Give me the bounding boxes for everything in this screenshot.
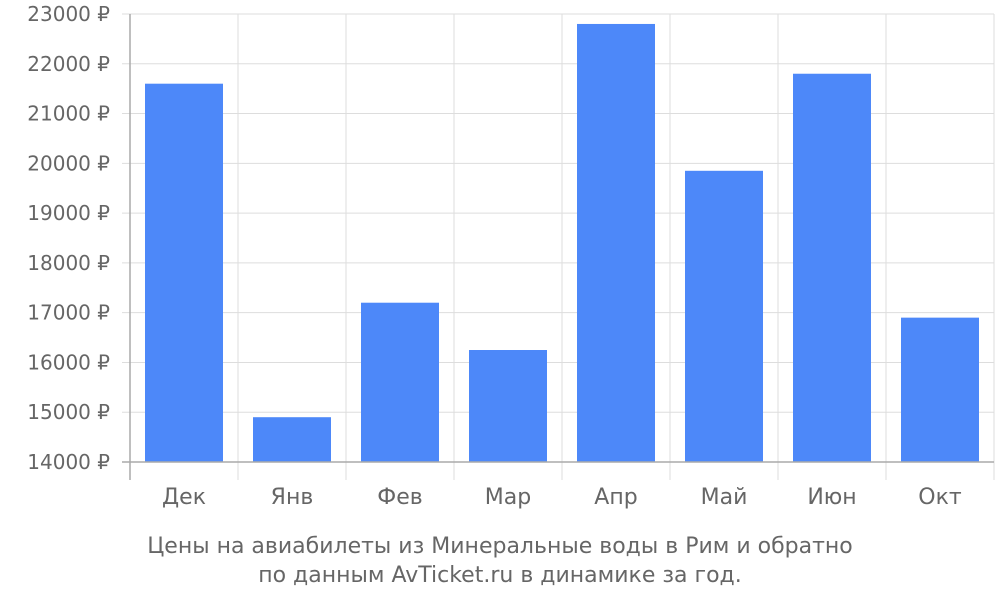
y-tick-label: 21000 ₽: [27, 102, 110, 126]
x-tick-label: Апр: [594, 485, 637, 510]
bar-3: [361, 302, 439, 462]
x-tick-label: Май: [701, 485, 748, 510]
y-tick-label: 14000 ₽: [27, 450, 110, 474]
bar-4: [469, 350, 547, 462]
bar-5: [577, 23, 655, 462]
x-tick-label: Мар: [485, 485, 531, 510]
tick-labels: 14000 ₽ 15000 ₽ 16000 ₽ 17000 ₽ 18000 ₽ 19000…: [27, 2, 962, 510]
bar-1: [145, 83, 223, 462]
bar-7: [793, 73, 871, 462]
x-tick-label: Окт: [918, 485, 962, 510]
y-tick-label: 20000 ₽: [27, 151, 110, 175]
caption-line-2: по данным AvTicket.ru в динамике за год.: [258, 563, 742, 588]
caption-line-1: Цены на авиабилеты из Минеральные воды в…: [147, 534, 853, 559]
bars: [145, 23, 979, 463]
grid-lines: [122, 13, 995, 480]
y-tick-label: 19000 ₽: [27, 201, 110, 225]
x-tick-label: Июн: [807, 485, 856, 510]
bar-8: [901, 317, 979, 462]
y-tick-label: 22000 ₽: [27, 52, 110, 76]
price-bar-chart: 14000 ₽ 15000 ₽ 16000 ₽ 17000 ₽ 18000 ₽ 19000…: [27, 2, 995, 510]
x-tick-label: Дек: [162, 485, 206, 510]
bar-2: [253, 417, 331, 462]
chart-caption: Цены на авиабилеты из Минеральные воды в…: [0, 532, 1000, 590]
y-tick-label: 15000 ₽: [27, 400, 110, 424]
y-tick-label: 16000 ₽: [27, 350, 110, 374]
y-tick-label: 18000 ₽: [27, 251, 110, 275]
y-tick-label: 23000 ₽: [27, 2, 110, 26]
x-tick-label: Фев: [377, 485, 422, 510]
bar-6: [685, 170, 763, 463]
x-tick-label: Янв: [271, 485, 314, 510]
y-tick-label: 17000 ₽: [27, 301, 110, 325]
axes: [122, 14, 994, 480]
